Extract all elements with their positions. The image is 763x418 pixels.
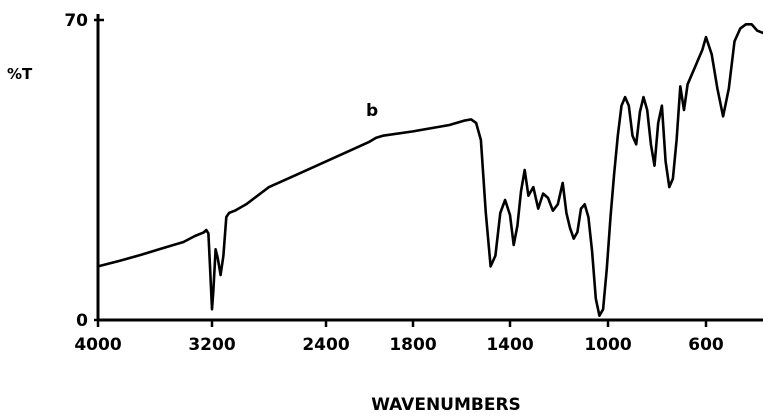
x-axis-label: WAVENUMBERS [371, 395, 521, 415]
y-tick-label-0: 0 [76, 311, 88, 331]
x-tick-label-2400: 2400 [302, 335, 349, 355]
x-tick-label-1800: 1800 [389, 335, 436, 355]
y-tick-label-70: 70 [64, 11, 88, 31]
spectrum-trace-group [96, 22, 763, 318]
tick-labels: 4000 3200 2400 1800 1400 1000 600 0 70 [64, 11, 724, 355]
panel-label: b [366, 101, 378, 121]
y-axis-label: %T [7, 65, 33, 83]
x-tick-label-3200: 3200 [188, 335, 235, 355]
x-tick-label-4000: 4000 [74, 335, 121, 355]
x-tick-label-1000: 1000 [584, 335, 631, 355]
chart-axes [94, 14, 763, 327]
x-tick-label-1400: 1400 [486, 335, 533, 355]
spectrum-line-0 [96, 22, 763, 318]
x-tick-label-600: 600 [688, 335, 724, 355]
